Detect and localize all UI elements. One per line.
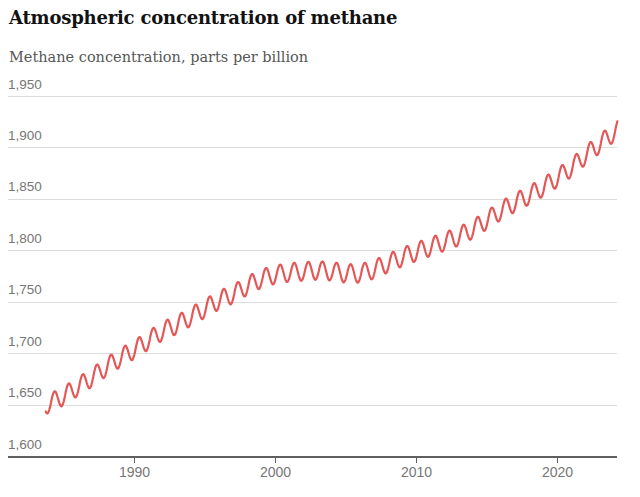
plot-area: 1,9501,9001,8501,8001,7501,7001,6501,600… — [0, 0, 640, 497]
methane-concentration-line — [46, 121, 618, 413]
methane-line-svg — [0, 0, 640, 497]
methane-chart-figure: Atmospheric concentration of methane Met… — [0, 0, 640, 497]
